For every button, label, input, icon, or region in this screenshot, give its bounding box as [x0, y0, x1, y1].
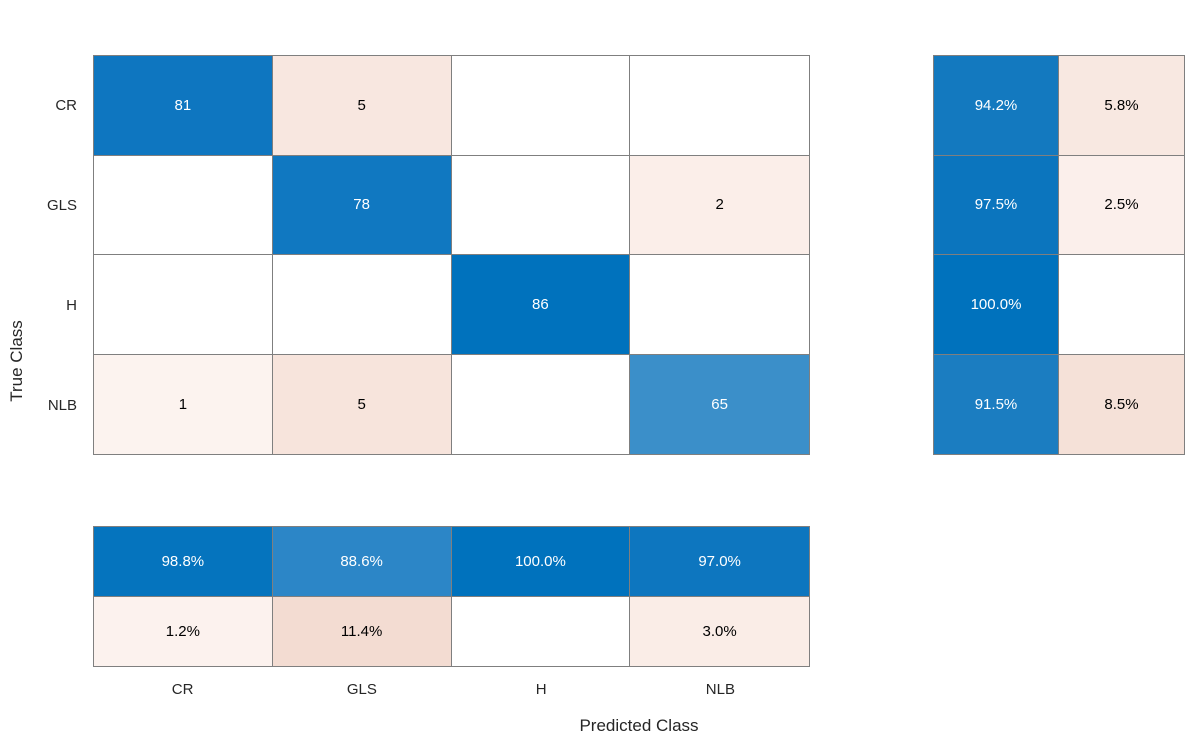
column-tick-label: H	[535, 680, 547, 698]
column-tick-label: CR	[171, 680, 194, 698]
column-summary-cell: 97.0%	[630, 527, 809, 597]
row-summary-cell: 2.5%	[1059, 155, 1184, 255]
confusion-matrix-cell	[94, 255, 273, 355]
x-axis-label: Predicted Class	[579, 716, 699, 735]
column-summary-cell	[451, 596, 631, 666]
confusion-matrix-cell: 65	[630, 354, 809, 454]
column-summary-cell: 88.6%	[272, 527, 452, 597]
confusion-matrix-cell: 78	[272, 155, 452, 255]
column-tick-label: NLB	[705, 680, 735, 698]
confusion-matrix-cell: 86	[451, 255, 631, 355]
row-summary-cell	[1059, 255, 1184, 355]
row-tick-label: H	[66, 296, 77, 314]
confusion-matrix-cell	[630, 56, 809, 156]
row-summary-cell: 8.5%	[1059, 354, 1184, 454]
confusion-matrix-cell: 1	[94, 354, 273, 454]
confusion-matrix-cell: 5	[272, 354, 452, 454]
row-summary-cell: 5.8%	[1059, 56, 1184, 156]
row-tick-label: CR	[55, 96, 77, 114]
row-summary-cell: 97.5%	[934, 155, 1059, 255]
column-summary-cell: 3.0%	[630, 596, 809, 666]
confusion-matrix-cell: 2	[630, 155, 809, 255]
confusion-matrix-grid: 81 5 78 2 86 1 5 65	[93, 55, 810, 455]
confusion-matrix-cell	[630, 255, 809, 355]
row-summary-cell: 100.0%	[934, 255, 1059, 355]
column-tick-labels: CR GLS H NLB	[93, 674, 810, 704]
column-summary-panel: 98.8% 88.6% 100.0% 97.0% 1.2% 11.4% 3.0%	[93, 526, 810, 667]
row-tick-label: NLB	[47, 396, 77, 414]
confusion-matrix-cell	[272, 255, 452, 355]
confusion-matrix-cell: 5	[272, 56, 452, 156]
row-tick-labels: CR GLS H NLB	[0, 55, 86, 455]
confusion-matrix-cell	[94, 155, 273, 255]
column-summary-cell: 1.2%	[94, 596, 273, 666]
row-tick-label: GLS	[46, 196, 77, 214]
column-summary-cell: 100.0%	[451, 527, 631, 597]
confusion-matrix-cell	[451, 56, 631, 156]
confusion-matrix-cell: 81	[94, 56, 273, 156]
column-tick-label: GLS	[346, 680, 377, 698]
row-summary-cell: 94.2%	[934, 56, 1059, 156]
column-summary-cell: 98.8%	[94, 527, 273, 597]
confusion-matrix-cell	[451, 354, 631, 454]
row-summary-cell: 91.5%	[934, 354, 1059, 454]
confusion-matrix-cell	[451, 155, 631, 255]
row-summary-panel: 94.2% 5.8% 97.5% 2.5% 100.0% 91.5% 8.5%	[933, 55, 1185, 455]
column-summary-cell: 11.4%	[272, 596, 452, 666]
